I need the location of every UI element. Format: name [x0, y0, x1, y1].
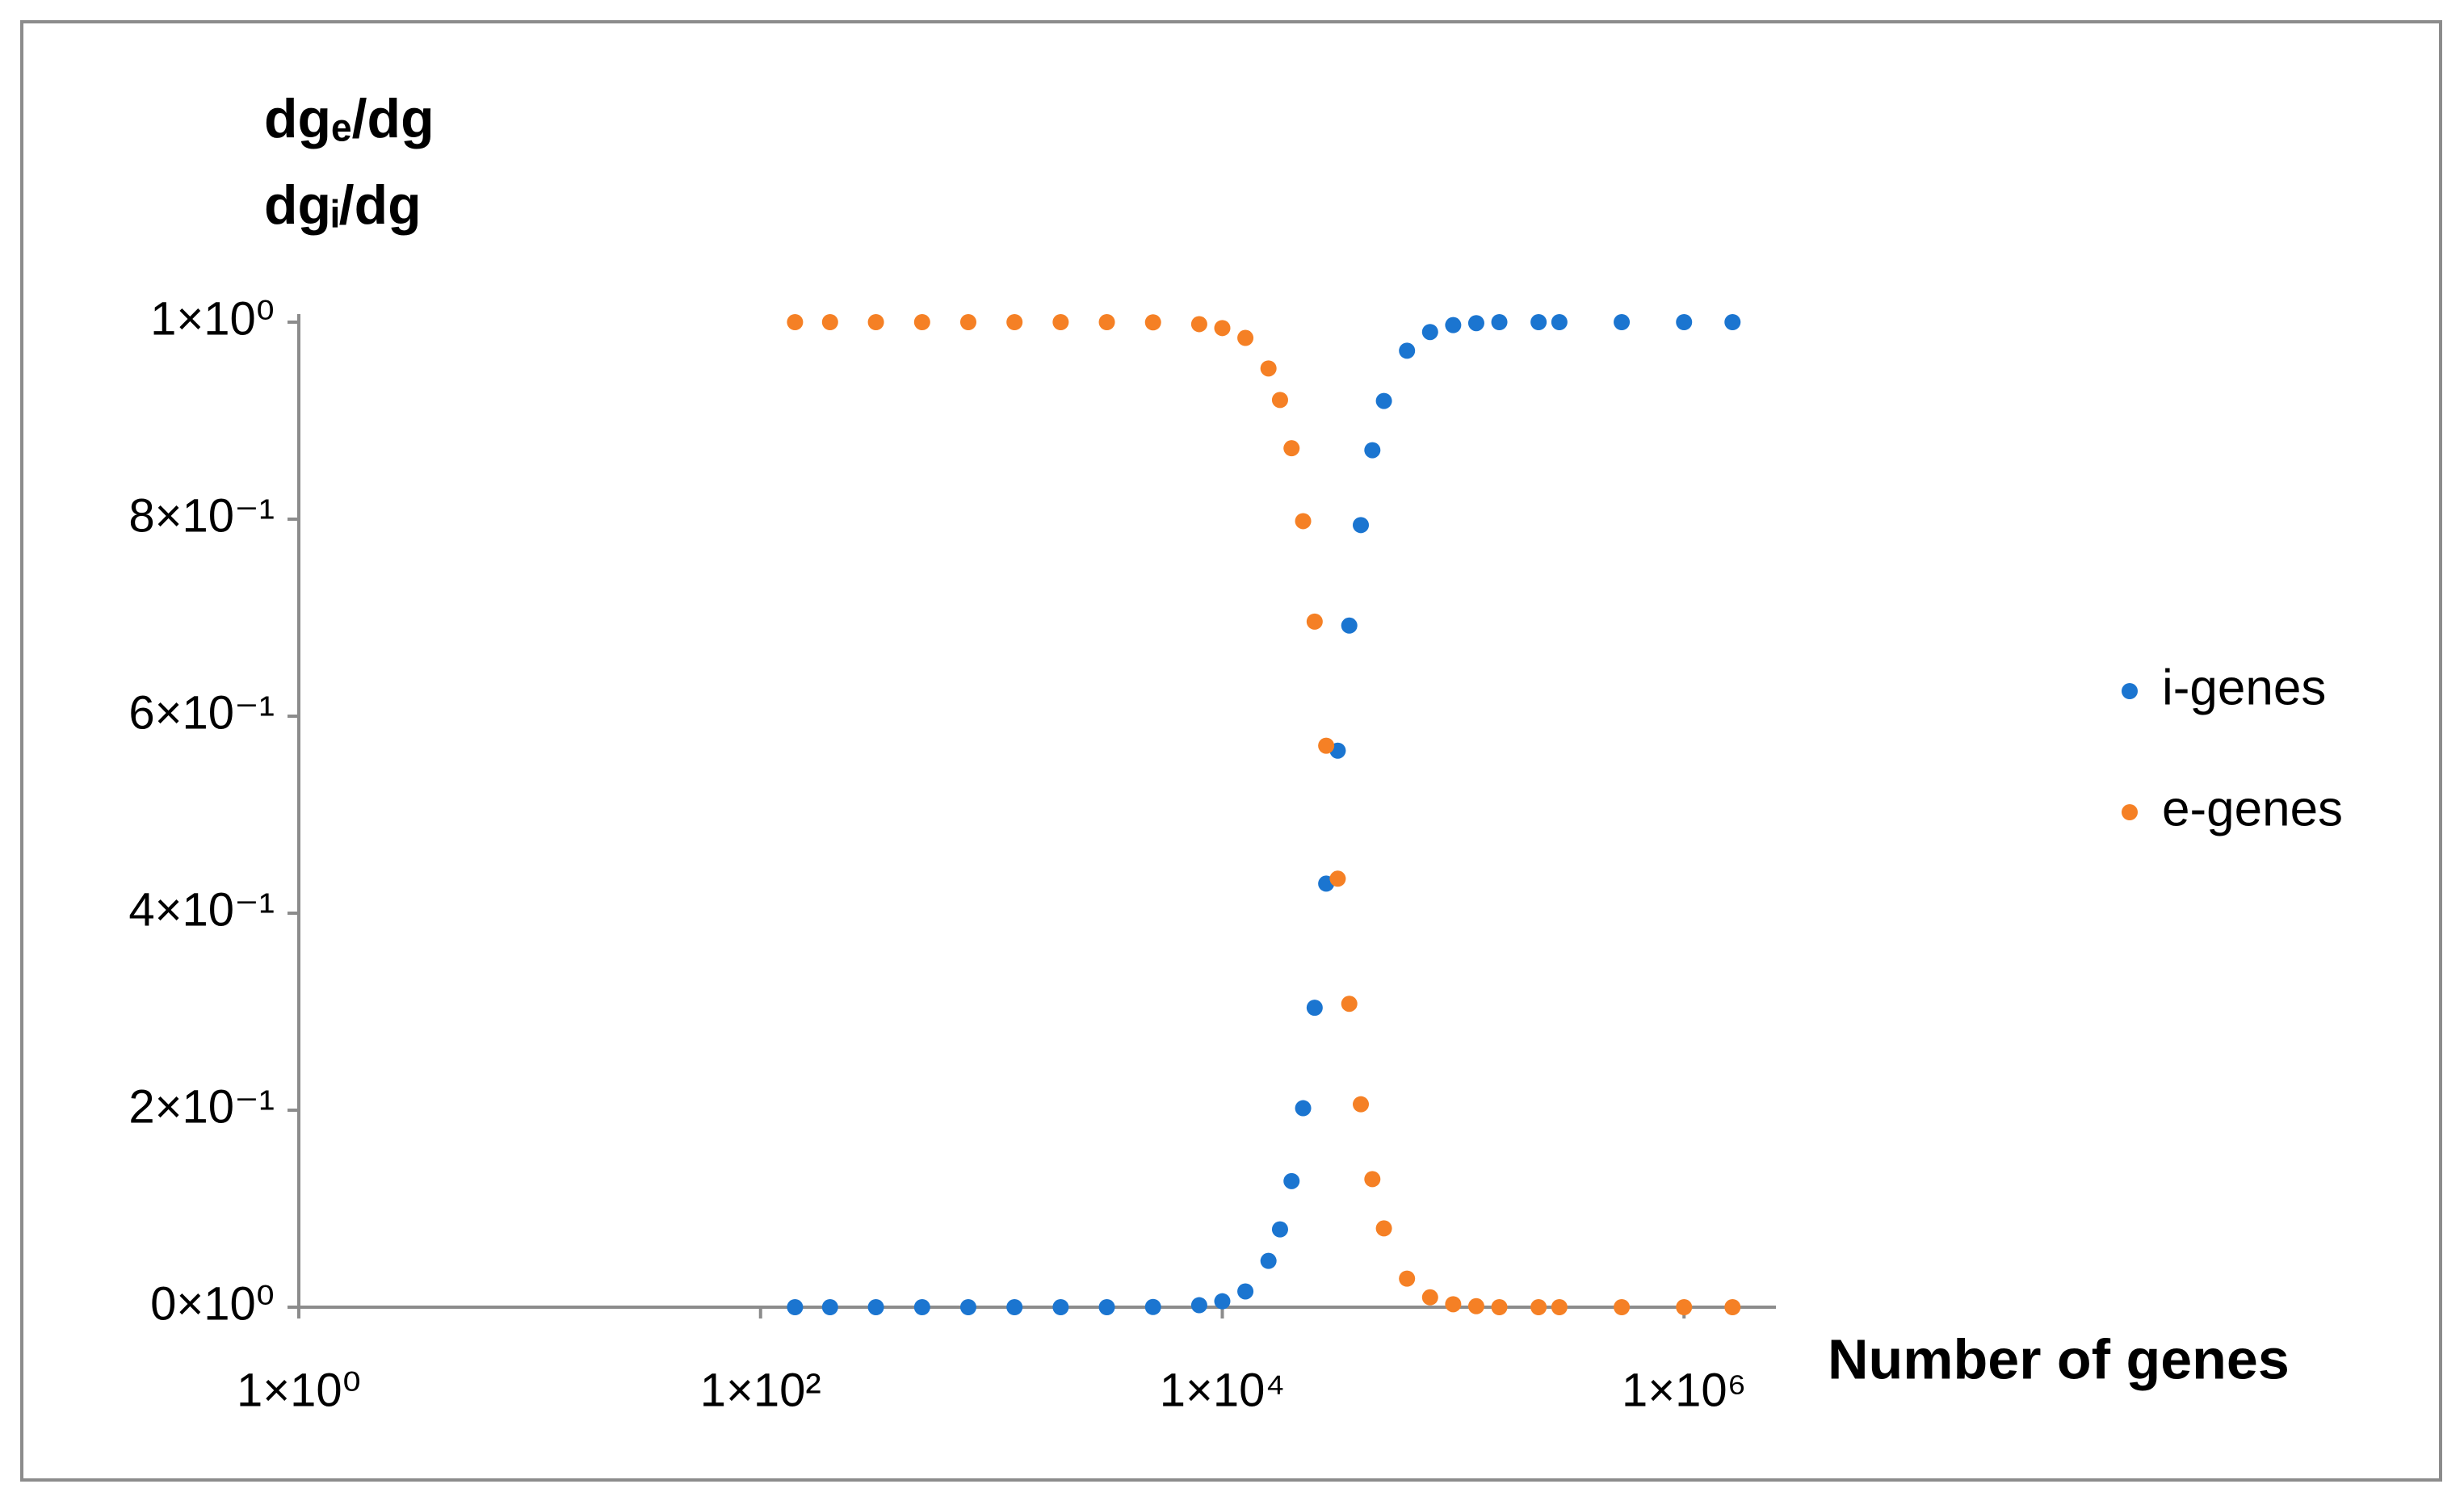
data-point — [1260, 1252, 1277, 1269]
data-point — [1295, 513, 1312, 530]
data-point — [1491, 1299, 1508, 1315]
data-point — [1399, 1270, 1416, 1287]
data-point — [867, 1299, 884, 1315]
data-point — [1551, 314, 1568, 330]
data-point — [1614, 314, 1631, 330]
y-tick-label: 2×10⁻¹ — [128, 1080, 275, 1133]
data-point — [867, 314, 884, 330]
data-point — [913, 1299, 930, 1315]
data-point — [959, 1299, 976, 1315]
data-point — [1144, 314, 1161, 331]
data-point — [1341, 996, 1358, 1012]
data-point — [1614, 1299, 1631, 1315]
x-axis-title: Number of genes — [1828, 1327, 2290, 1390]
data-point — [1421, 324, 1438, 341]
data-point — [1318, 737, 1335, 754]
data-point — [1530, 314, 1547, 330]
data-point — [1724, 314, 1741, 330]
data-point — [1375, 1220, 1392, 1237]
data-point — [1306, 1000, 1323, 1017]
data-point — [913, 314, 930, 330]
data-point — [1676, 314, 1693, 330]
y-tick-label: 4×10⁻¹ — [128, 883, 275, 936]
data-point — [1399, 342, 1416, 359]
data-point — [821, 1299, 838, 1315]
data-point — [1214, 320, 1231, 337]
data-point — [787, 314, 804, 330]
legend-label: e-genes — [2162, 781, 2343, 836]
data-point — [1283, 440, 1300, 457]
data-point — [1006, 1299, 1023, 1315]
legend-label: i-genes — [2162, 660, 2326, 715]
data-point — [1237, 329, 1254, 346]
y-tick-label: 8×10⁻¹ — [128, 489, 275, 542]
data-point — [1445, 317, 1462, 333]
y-tick-label: 1×10⁰ — [150, 292, 275, 345]
data-point — [1190, 316, 1207, 333]
data-point — [1353, 517, 1370, 534]
data-point — [1364, 442, 1381, 459]
data-point — [787, 1299, 804, 1315]
x-tick-label: 1×10⁴ — [1160, 1364, 1286, 1416]
data-point — [1306, 613, 1323, 630]
data-point — [1098, 1299, 1115, 1315]
data-point — [1364, 1171, 1381, 1188]
data-point — [1283, 1172, 1300, 1189]
y-tick-label: 6×10⁻¹ — [128, 686, 275, 739]
data-point — [1551, 1299, 1568, 1315]
data-point — [1295, 1100, 1312, 1117]
data-point — [1260, 360, 1277, 377]
data-point — [1353, 1096, 1370, 1113]
data-point — [821, 314, 838, 330]
legend-marker — [2122, 804, 2138, 820]
data-point — [1190, 1297, 1207, 1314]
data-point — [1724, 1299, 1741, 1315]
data-point — [1006, 314, 1023, 330]
y-axis-title: dgₑ/dg — [264, 88, 434, 149]
x-tick-label: 1×10⁶ — [1622, 1364, 1747, 1416]
data-point — [1052, 314, 1069, 330]
y-axis-title: dgᵢ/dg — [264, 174, 422, 236]
data-point — [1214, 1293, 1231, 1310]
data-point — [1676, 1299, 1693, 1315]
data-point — [1445, 1296, 1462, 1313]
data-point — [1144, 1298, 1161, 1315]
data-point — [1329, 870, 1346, 887]
y-tick-label: 0×10⁰ — [150, 1277, 275, 1330]
data-point — [1467, 1297, 1484, 1314]
data-point — [1098, 314, 1115, 330]
data-point — [1052, 1299, 1069, 1315]
data-point — [1271, 392, 1288, 409]
data-point — [959, 314, 976, 330]
data-point — [1530, 1299, 1547, 1315]
data-point — [1491, 314, 1508, 330]
data-point — [1421, 1289, 1438, 1306]
data-point — [1237, 1283, 1254, 1300]
x-tick-label: 1×10² — [700, 1364, 821, 1416]
x-tick-label: 1×10⁰ — [237, 1364, 361, 1416]
data-point — [1341, 617, 1358, 634]
chart-border — [20, 20, 2442, 1482]
data-point — [1375, 392, 1392, 409]
data-point — [1271, 1221, 1288, 1238]
legend-marker — [2122, 683, 2138, 699]
data-point — [1467, 315, 1484, 332]
